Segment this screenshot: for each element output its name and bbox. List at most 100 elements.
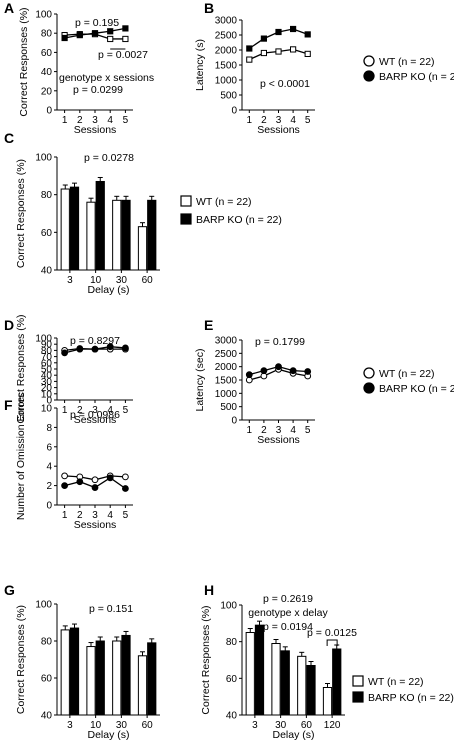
- panel-label: H: [204, 582, 214, 598]
- point-ko: [290, 25, 297, 33]
- y-tick-label: 20: [41, 86, 53, 97]
- point-wt: [275, 48, 282, 55]
- x-axis-label: Sessions: [257, 124, 300, 136]
- point-ko: [106, 474, 114, 482]
- x-tick-label: 120: [324, 720, 341, 731]
- x-tick-label: 60: [142, 720, 154, 731]
- x-tick-label: 4: [107, 115, 113, 126]
- bar-ko: [69, 186, 80, 271]
- panel-label: B: [204, 0, 214, 16]
- legend-label: WT (n = 22): [196, 196, 252, 208]
- legend-e: WT (n = 22) BARP KO (n = 22): [363, 367, 454, 395]
- x-axis-label: Sessions: [74, 124, 117, 136]
- y-tick-label: 90: [41, 340, 53, 351]
- x-tick-label: 5: [123, 405, 129, 416]
- point-wt: [246, 56, 253, 63]
- point-wt: [61, 472, 68, 480]
- y-tick-label: 60: [41, 48, 53, 59]
- legend-label: BARP KO (n = 22): [196, 214, 282, 226]
- point-ko: [76, 478, 84, 486]
- y-tick-label: 30: [41, 377, 53, 388]
- legend-b: WT (n = 22) BARP KO (n = 22): [363, 55, 454, 83]
- y-tick-label: 10: [41, 404, 53, 415]
- point-wt: [304, 50, 311, 57]
- legend-label: WT (n = 22): [379, 56, 435, 68]
- y-tick-label: 0: [46, 106, 52, 117]
- point-ko: [61, 482, 68, 490]
- x-tick-label: 1: [62, 510, 68, 521]
- x-tick-label: 5: [123, 115, 129, 126]
- panel-b: B 0 500 1000 1500 2000 2500 3000 1 2 3 4 5 Sessions La…: [194, 0, 315, 136]
- x-tick-label: 30: [116, 720, 128, 731]
- x-tick-label: 5: [123, 510, 129, 521]
- panel-e: E 0 500 1000 1500 2000 2500 3000 1 2 3 4 5 Sessions La…: [194, 317, 315, 446]
- y-tick-label: 80: [41, 637, 53, 648]
- y-tick-label: 0: [46, 501, 52, 512]
- x-axis-label: Delay (s): [87, 284, 129, 296]
- y-axis-label: Correct Responses (%): [15, 605, 27, 714]
- annotation: p = 0.0299: [73, 84, 123, 96]
- legend-label: BARP KO (n = 22): [379, 383, 454, 395]
- point-wt: [290, 46, 297, 53]
- y-tick-label: 1000: [215, 76, 238, 87]
- y-axis-label: Correct Responses (%): [18, 7, 30, 116]
- legend-label: BARP KO (n = 22): [379, 71, 454, 83]
- annotation: p = 0.151: [89, 603, 133, 615]
- y-tick-label: 80: [226, 637, 238, 648]
- bar-ko: [121, 199, 131, 271]
- x-tick-label: 5: [305, 425, 311, 436]
- x-axis-label: Sessions: [74, 519, 117, 531]
- bar-wt: [60, 188, 70, 271]
- bar-wt: [86, 646, 96, 716]
- panel-h: H 40 60 80 100 3 30 60 120 Delay (s) Correct Respo…: [200, 582, 357, 741]
- legend-marker-ko: [363, 382, 375, 394]
- legend-marker-ko: [180, 213, 192, 225]
- x-tick-label: 4: [290, 115, 296, 126]
- y-tick-label: 60: [41, 674, 53, 685]
- y-tick-label: 60: [41, 228, 53, 239]
- annotation: genotype x delay: [248, 607, 328, 619]
- point-wt: [122, 473, 129, 481]
- y-tick-label: 80: [41, 346, 53, 357]
- y-tick-label: 2500: [215, 349, 238, 360]
- y-tick-label: 100: [35, 153, 52, 164]
- bar-ko: [147, 642, 157, 716]
- legend-label: WT (n = 22): [368, 676, 424, 688]
- x-tick-label: 3: [67, 720, 73, 731]
- point-wt: [91, 476, 99, 484]
- legend-marker-wt: [363, 367, 375, 379]
- y-tick-label: 40: [41, 266, 53, 277]
- x-tick-label: 3: [92, 115, 98, 126]
- point-ko: [106, 343, 114, 351]
- y-tick-label: 0: [231, 416, 237, 427]
- y-tick-label: 500: [220, 402, 237, 413]
- bar-ko: [147, 199, 157, 271]
- panel-label: G: [4, 582, 15, 598]
- annotation: p = 0.1799: [255, 336, 305, 348]
- x-tick-label: 3: [276, 425, 282, 436]
- x-tick-label: 2: [261, 425, 267, 436]
- point-ko: [91, 345, 99, 353]
- x-tick-label: 3: [67, 275, 73, 286]
- y-axis-label: Correct Responses (%): [15, 159, 27, 268]
- point-ko: [61, 349, 68, 357]
- x-tick-label: 3: [276, 115, 282, 126]
- legend-marker-ko: [352, 691, 364, 703]
- y-tick-label: 1500: [215, 61, 238, 72]
- y-tick-label: 100: [35, 334, 52, 345]
- x-tick-label: 2: [77, 510, 83, 521]
- y-tick-label: 8: [46, 423, 52, 434]
- bar-wt: [245, 632, 255, 716]
- x-tick-label: 1: [62, 405, 68, 416]
- bar-wt: [86, 201, 96, 271]
- legend-marker-ko: [363, 70, 375, 82]
- x-tick-label: 10: [90, 275, 102, 286]
- annotation: p = 0.2619: [263, 593, 313, 605]
- y-tick-label: 80: [41, 29, 53, 40]
- point-ko: [260, 35, 267, 42]
- legend-marker-wt: [352, 675, 364, 687]
- annotation: p = 0.8297: [70, 335, 120, 347]
- bar-ko: [332, 648, 342, 716]
